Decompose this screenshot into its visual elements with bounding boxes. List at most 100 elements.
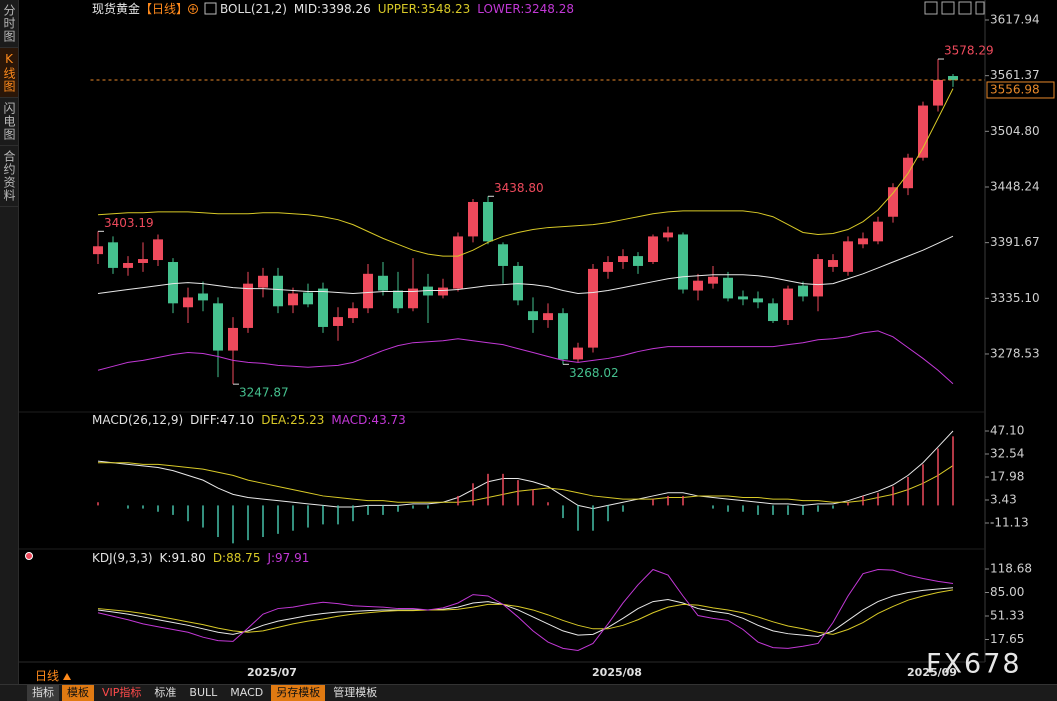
indicator-header: KDJ(9,3,3) K:91.80 D:88.75 J:97.91: [92, 551, 309, 565]
sidebar: 分时图 K线图 闪电图 合约资料: [0, 0, 19, 684]
tool-icon[interactable]: [975, 1, 985, 15]
extreme-label: 3247.87: [239, 386, 289, 400]
candle-body: [948, 76, 958, 80]
boll-line: [97, 330, 954, 385]
indicator-header: BOLL(21,2) MID:3398.26 UPPER:3548.23 LOWER:…: [220, 2, 574, 16]
legend-entry: MID:3398.26: [294, 2, 371, 16]
toolbar-tab[interactable]: BULL: [189, 686, 218, 699]
candle-body: [618, 256, 628, 263]
x-tick-label: 2025/07: [247, 666, 297, 679]
candle-body: [558, 313, 568, 360]
candle-body: [318, 288, 328, 327]
candle-body: [528, 311, 538, 321]
last-price-box: [986, 81, 1055, 99]
panel-icon[interactable]: [25, 552, 33, 560]
candle-body: [378, 275, 388, 291]
y-tick-label: 47.10: [990, 424, 1024, 438]
legend-entry: MACD:43.73: [331, 413, 405, 427]
y-tick-label: 3.43: [990, 493, 1017, 507]
candle-body: [798, 285, 808, 297]
candle-body: [888, 187, 898, 217]
extreme-label: 3403.19: [104, 216, 154, 230]
toolbar-tab[interactable]: 标准: [154, 686, 177, 699]
y-tick-label: 85.00: [990, 585, 1024, 599]
sidebar-tab[interactable]: 闪电图: [0, 98, 18, 146]
candle-body: [408, 288, 418, 309]
period-selector[interactable]: 日线: [35, 667, 71, 684]
candle-body: [648, 236, 658, 263]
y-tick-label: -11.13: [990, 516, 1029, 530]
candle-body: [723, 277, 733, 299]
sidebar-tab[interactable]: K线图: [0, 48, 18, 98]
candle-body: [168, 262, 178, 304]
toolbar-tab[interactable]: 模板: [62, 685, 94, 701]
y-tick-label: 3561.37: [990, 68, 1040, 82]
candle-body: [333, 317, 343, 326]
candle-body: [303, 292, 313, 305]
candle-body: [813, 259, 823, 297]
candle-body: [768, 303, 778, 322]
candle-body: [258, 275, 268, 288]
tool-icon[interactable]: [958, 1, 972, 15]
candle-body: [678, 234, 688, 290]
y-tick-label: 3617.94: [990, 13, 1040, 27]
candle-body: [843, 241, 853, 272]
candle-body: [483, 201, 493, 242]
candle-body: [708, 276, 718, 284]
y-tick-label: 51.33: [990, 609, 1024, 623]
y-tick-label: 3504.80: [990, 124, 1040, 138]
candle-body: [573, 347, 583, 360]
indicator-line: [97, 587, 954, 637]
indicator-icon[interactable]: [204, 2, 217, 15]
y-tick-label: 17.98: [990, 470, 1024, 484]
candle-body: [138, 259, 148, 263]
candle-body: [198, 293, 208, 301]
last-price-label: 3556.98: [990, 82, 1040, 96]
candle-body: [393, 290, 403, 309]
legend-entry: J:97.91: [266, 551, 309, 565]
toolbar-tab[interactable]: 另存模板: [271, 685, 326, 701]
indicator-line: [97, 589, 954, 635]
sidebar-tab[interactable]: 合约资料: [0, 146, 18, 207]
watermark: FX678: [926, 649, 1022, 680]
candle-body: [588, 268, 598, 348]
indicator-line: [98, 462, 954, 503]
subtitle: 【日线】: [140, 2, 188, 16]
candle-body: [498, 244, 508, 266]
tool-icon[interactable]: [924, 1, 938, 15]
boll-line: [97, 235, 954, 294]
toolbar-tab[interactable]: VIP指标: [102, 686, 142, 699]
add-icon[interactable]: [188, 4, 198, 14]
candle-body: [918, 105, 928, 158]
candle-body: [633, 256, 643, 266]
toolbar-tab[interactable]: 管理模板: [333, 686, 378, 699]
y-tick-label: 3448.24: [990, 179, 1040, 193]
y-tick-label: 118.68: [990, 562, 1032, 576]
tool-icon[interactable]: [941, 1, 955, 15]
y-tick-label: 3335.10: [990, 291, 1040, 305]
toolbar-tab[interactable]: 指标: [27, 685, 59, 701]
candle-body: [273, 275, 283, 307]
candle-body: [438, 287, 448, 296]
legend-entry: DIFF:47.10: [190, 413, 254, 427]
toolbar: 指标 模板 VIP指标 标准 BULL MACD 另存模板 管理模板: [0, 684, 1057, 701]
candle-body: [363, 273, 373, 309]
candle-body: [93, 246, 103, 255]
candle-body: [108, 242, 118, 268]
candle-body: [288, 293, 298, 306]
extreme-label: 3268.02: [569, 366, 619, 380]
candle-body: [468, 201, 478, 237]
candle-body: [123, 262, 133, 268]
legend-entry: K:91.80: [160, 551, 206, 565]
candle-body: [693, 280, 703, 291]
toolbar-tab[interactable]: MACD: [230, 686, 264, 699]
extreme-label: 3578.29: [944, 44, 994, 58]
chart-title: 现货黄金【日线】: [92, 1, 188, 16]
legend-entry: D:88.75: [213, 551, 261, 565]
candle-body: [603, 262, 613, 272]
candle-body: [933, 79, 943, 106]
sidebar-tab[interactable]: 分时图: [0, 0, 18, 48]
candle-body: [243, 283, 253, 328]
x-tick-label: 2025/09: [907, 666, 957, 679]
